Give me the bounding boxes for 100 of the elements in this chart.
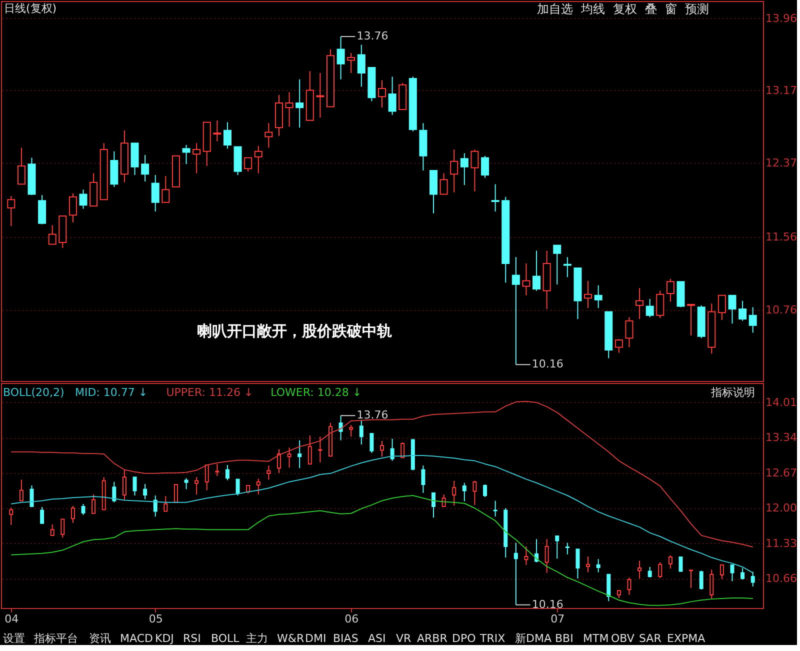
- candlestick: [594, 284, 602, 309]
- candlestick: [565, 542, 570, 555]
- candlestick: [79, 189, 88, 210]
- candlestick: [338, 415, 343, 441]
- text: KDJ: [155, 632, 174, 645]
- candlestick: [192, 142, 201, 174]
- candlestick: [90, 172, 98, 207]
- text: BOLL: [211, 632, 240, 645]
- candlestick: [141, 154, 150, 182]
- candlestick: [718, 294, 726, 320]
- text: UPPER: 11.26 ↓: [166, 386, 254, 399]
- y-tick-label: 13.34: [766, 431, 797, 444]
- candlestick: [627, 577, 632, 596]
- candlestick: [710, 569, 714, 600]
- y-tick-label: 12.37: [766, 156, 797, 170]
- candlestick: [40, 506, 44, 524]
- candlestick: [370, 432, 374, 454]
- annotation: 复权: [613, 2, 637, 16]
- candlestick: [264, 122, 273, 148]
- text: LOWER: 10.28 ↓: [270, 386, 362, 399]
- candlestick: [666, 278, 674, 302]
- y-tick-label: 13.17: [766, 84, 797, 97]
- text: DMI: [305, 632, 326, 645]
- text: DPO: [452, 632, 476, 645]
- candlestick: [720, 564, 724, 580]
- candlestick: [544, 538, 549, 574]
- candlestick: [388, 76, 396, 116]
- x-tick-label: 07: [550, 612, 565, 626]
- y-tick-label: 12.00: [766, 502, 797, 515]
- candlestick: [130, 142, 139, 176]
- candlestick: [636, 288, 644, 320]
- annotation: 10.16: [532, 358, 564, 371]
- annotation: 日线(复权): [4, 2, 57, 15]
- candlestick: [81, 503, 86, 516]
- candlestick: [336, 36, 345, 80]
- candlestick: [151, 174, 160, 212]
- candlestick: [38, 194, 46, 225]
- y-tick-label: 12.67: [766, 466, 797, 480]
- candlestick: [646, 298, 654, 318]
- candlestick: [450, 149, 458, 193]
- candlestick: [162, 175, 170, 203]
- line-series: [10, 400, 754, 548]
- x-tick-label: 05: [148, 612, 163, 626]
- candlestick: [728, 294, 736, 324]
- y-tick-label: 14.01: [766, 396, 797, 409]
- candlestick: [92, 494, 96, 514]
- candlestick: [347, 52, 356, 74]
- candlestick: [658, 562, 662, 579]
- candlestick: [440, 172, 448, 195]
- candlestick: [614, 338, 623, 354]
- candlestick: [678, 556, 683, 572]
- candlestick: [421, 465, 426, 494]
- candlestick: [452, 480, 456, 506]
- candlestick: [638, 560, 642, 580]
- candlestick: [112, 481, 116, 503]
- candlestick: [153, 495, 158, 518]
- text: 主力: [246, 632, 268, 645]
- candlestick: [668, 554, 672, 570]
- candlestick: [442, 494, 446, 508]
- candlestick: [213, 120, 222, 142]
- candlestick: [110, 150, 118, 188]
- annotation: 加自选: [537, 2, 573, 16]
- text: ARBR: [417, 632, 448, 645]
- text: BBI: [555, 632, 574, 645]
- candlestick: [19, 479, 24, 502]
- candlestick: [256, 478, 260, 495]
- text: OBV: [611, 632, 635, 645]
- candlestick: [430, 170, 438, 214]
- candlestick: [70, 506, 75, 524]
- candlestick: [514, 542, 518, 606]
- candlestick: [532, 250, 541, 292]
- candlestick: [215, 463, 220, 477]
- candlestick: [308, 435, 312, 464]
- y-tick-label: 10.66: [766, 572, 797, 586]
- text: BIAS: [333, 632, 358, 645]
- candlestick: [750, 571, 755, 587]
- candlestick: [357, 44, 366, 88]
- annotation: 喇叭开口敞开，股价跌破中轨: [197, 322, 392, 340]
- candlestick: [60, 518, 65, 538]
- annotation: 13.76: [356, 408, 388, 422]
- candlestick: [48, 224, 56, 245]
- candlestick: [522, 262, 530, 296]
- text: VR: [396, 632, 412, 645]
- candlestick: [254, 145, 262, 174]
- candlestick: [9, 507, 14, 526]
- candlestick: [738, 300, 747, 322]
- candlestick: [730, 564, 734, 582]
- x-tick-label: 04: [4, 612, 19, 626]
- candlestick: [576, 548, 580, 580]
- text: RSI: [183, 632, 201, 645]
- candlestick: [553, 244, 562, 285]
- annotation: 叠: [645, 2, 657, 16]
- candlestick: [380, 440, 384, 458]
- candlestick: [287, 447, 292, 468]
- candlestick: [563, 256, 572, 278]
- candlestick: [687, 304, 696, 336]
- text: MTM: [583, 632, 609, 645]
- candlestick: [493, 500, 498, 518]
- candlestick: [648, 566, 652, 578]
- text: EXPMA: [667, 632, 706, 645]
